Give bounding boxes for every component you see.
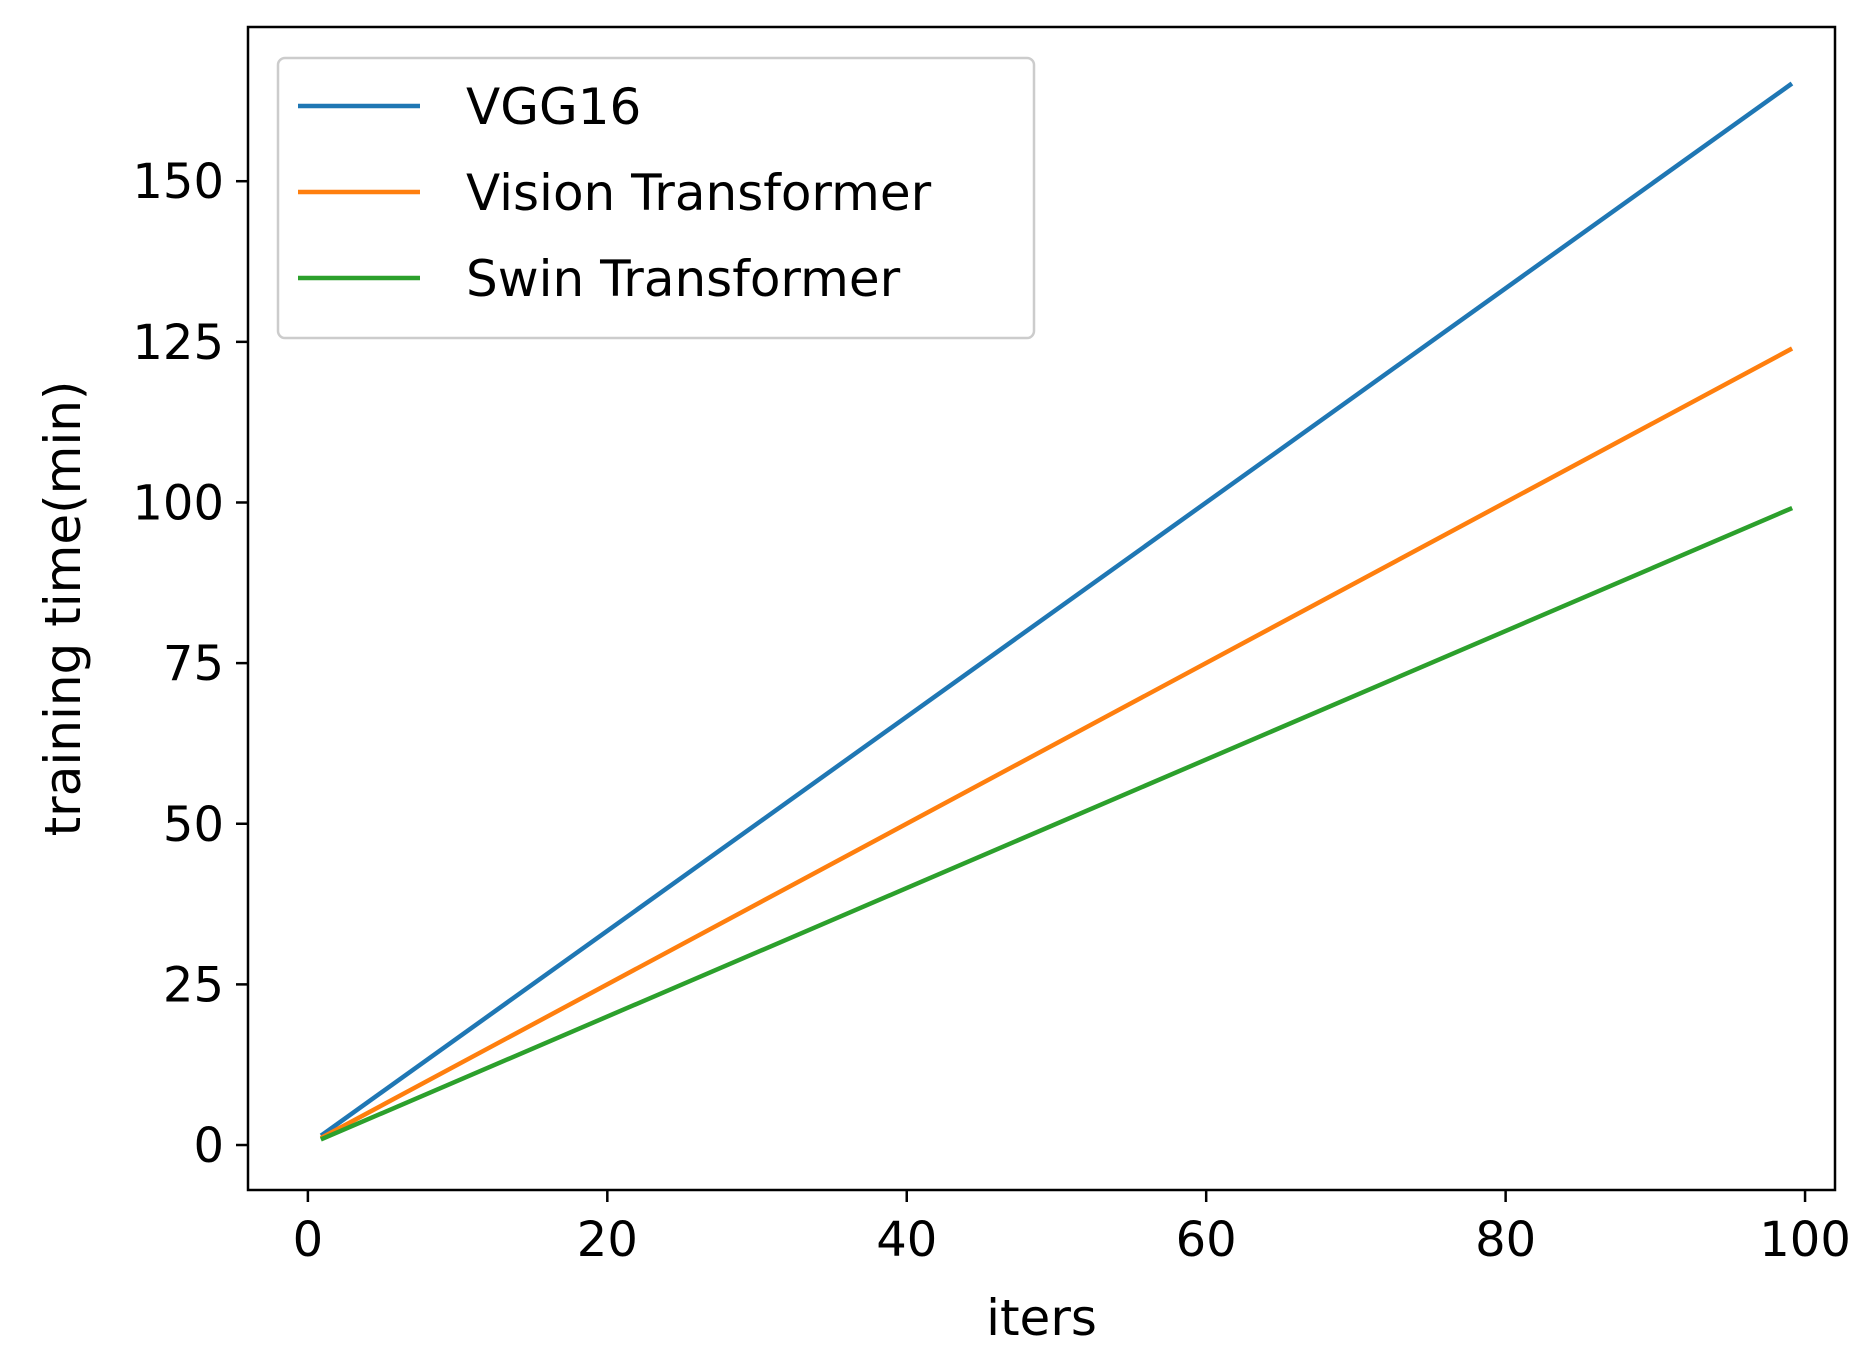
y-tick-label: 125: [132, 315, 224, 371]
x-tick-label: 40: [876, 1212, 937, 1268]
plot-frame: [246, 25, 1837, 1192]
x-tick-label: 80: [1475, 1212, 1536, 1268]
x-tick-label: 0: [293, 1212, 324, 1268]
series-layer: [319, 81, 1794, 1142]
legend-label: VGG16: [466, 78, 641, 136]
y-tick-label: 0: [193, 1118, 224, 1174]
y-tick-label: 75: [163, 636, 224, 692]
legend-label: Swin Transformer: [466, 250, 901, 308]
y-tick-label: 150: [132, 154, 224, 210]
series-line-3: [319, 505, 1794, 1142]
legend-label: Vision Transformer: [466, 164, 932, 222]
y-tick-label: 25: [163, 957, 224, 1013]
y-axis-ticks: 0 25 50 75 100 125 150: [132, 154, 248, 1174]
x-axis-ticks: 0 20 40 60 80 100: [293, 1190, 1851, 1268]
series-line-2: [319, 346, 1794, 1141]
x-axis-label: iters: [986, 1289, 1097, 1347]
x-tick-label: 100: [1759, 1212, 1851, 1268]
y-tick-label: 100: [132, 475, 224, 531]
legend-frame: [276, 56, 1036, 340]
legend: VGG16 Vision Transformer Swin Transformer: [276, 56, 1036, 340]
x-tick-label: 60: [1176, 1212, 1237, 1268]
y-axis-label: training time(min): [34, 381, 92, 837]
y-tick-label: 50: [163, 797, 224, 853]
x-tick-label: 20: [577, 1212, 638, 1268]
series-line-1: [319, 81, 1794, 1138]
